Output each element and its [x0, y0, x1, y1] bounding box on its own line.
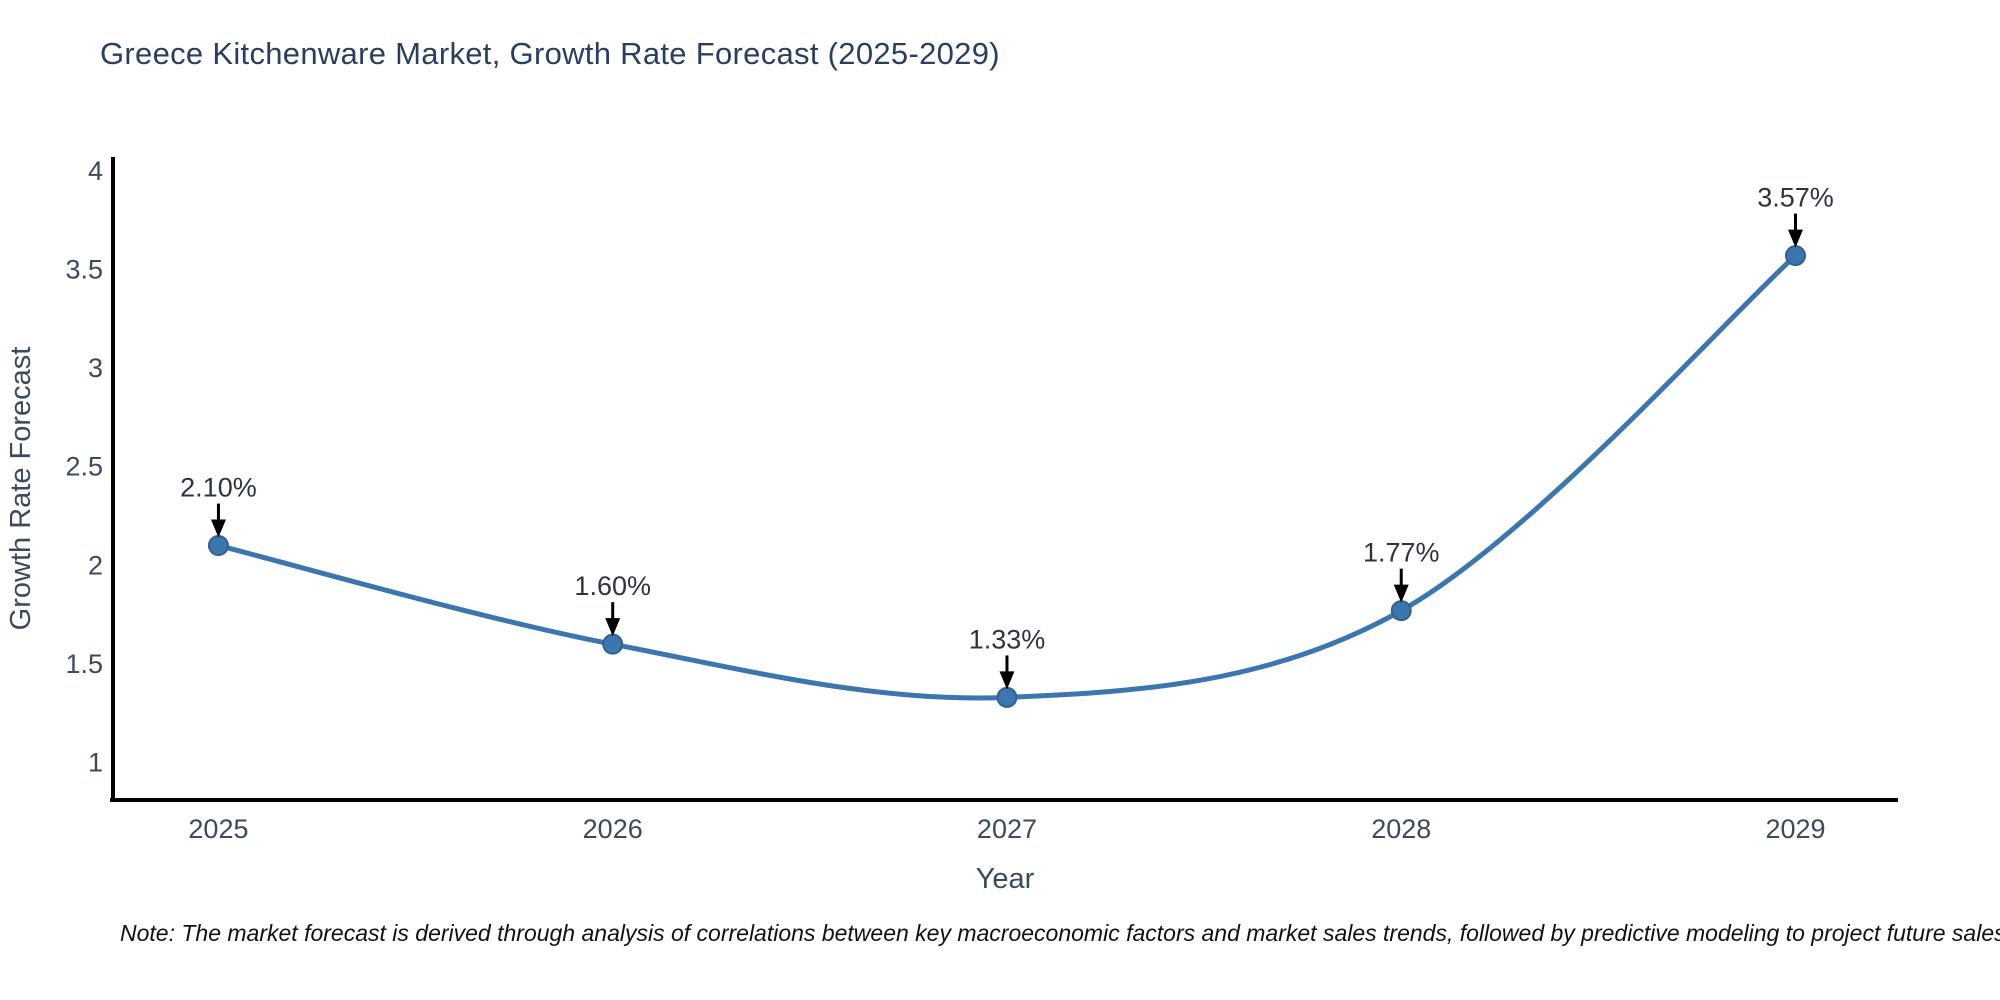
annotation-arrow-head	[1787, 229, 1803, 248]
data-point-label: 3.57%	[1757, 183, 1834, 213]
data-point-marker	[996, 686, 1018, 708]
x-tick-label: 2028	[1371, 814, 1431, 844]
x-tick-label: 2029	[1765, 814, 1825, 844]
y-tick-label: 3	[88, 353, 103, 383]
data-point-marker	[207, 535, 229, 557]
y-tick-label: 2.5	[65, 452, 103, 482]
y-tick-label: 2	[88, 550, 103, 580]
annotation-arrow-head	[605, 618, 621, 637]
data-point-label: 1.77%	[1363, 538, 1440, 568]
annotation-arrow-head	[1393, 584, 1409, 603]
data-point-marker	[1784, 245, 1806, 267]
data-point-marker	[602, 633, 624, 655]
x-axis-title: Year	[976, 863, 1035, 895]
data-point-label: 2.10%	[180, 473, 257, 503]
y-tick-label: 1	[88, 748, 103, 778]
y-tick-label: 4	[88, 156, 103, 186]
footnote: Note: The market forecast is derived thr…	[120, 920, 2000, 946]
y-axis-title: Growth Rate Forecast	[5, 347, 37, 631]
x-tick-label: 2027	[977, 814, 1037, 844]
x-tick-label: 2026	[583, 814, 643, 844]
data-point-label: 1.60%	[574, 571, 651, 601]
data-point-marker	[1390, 600, 1412, 622]
x-tick-label: 2025	[188, 814, 248, 844]
y-tick-label: 3.5	[65, 254, 103, 284]
chart-title: Greece Kitchenware Market, Growth Rate F…	[100, 36, 1000, 71]
data-point-label: 1.33%	[969, 624, 1046, 654]
y-tick-label: 1.5	[65, 649, 103, 679]
annotation-arrow-head	[999, 671, 1015, 690]
annotation-arrow-head	[210, 519, 226, 538]
